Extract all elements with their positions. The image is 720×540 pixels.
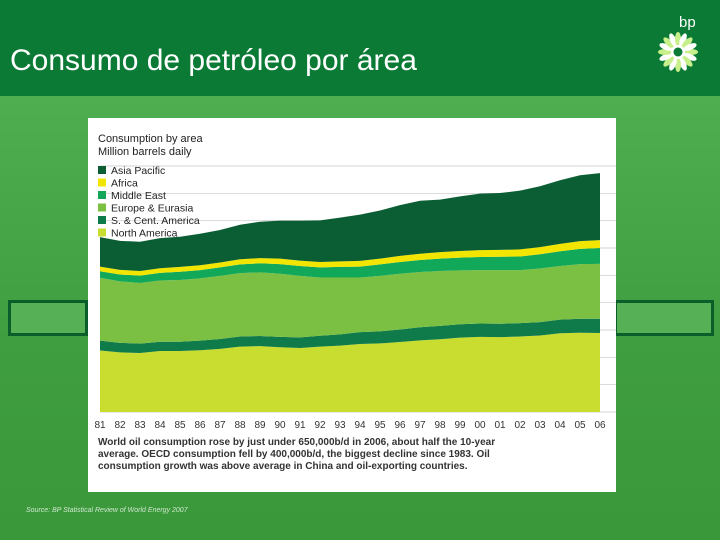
- legend-swatch: [98, 228, 106, 237]
- x-tick-label: 82: [114, 420, 126, 431]
- legend-label: Middle East: [111, 190, 166, 202]
- x-tick-label: 99: [454, 420, 466, 431]
- legend-swatch: [98, 191, 106, 199]
- area-north-america: [100, 332, 600, 412]
- logo-petal: [663, 55, 675, 67]
- x-tick-label: 01: [494, 420, 506, 431]
- x-tick-label: 86: [194, 420, 206, 431]
- x-tick-label: 98: [434, 420, 446, 431]
- area-europe-eurasia: [100, 263, 600, 344]
- x-tick-label: 87: [214, 420, 226, 431]
- x-tick-label: 83: [134, 420, 146, 431]
- x-tick-label: 95: [374, 420, 386, 431]
- legend-swatch: [98, 166, 106, 174]
- logo-petal: [681, 55, 693, 67]
- x-tick-label: 06: [594, 420, 606, 431]
- slide-title: Consumo de petróleo por área: [10, 44, 417, 77]
- chart-card: Consumption by area Million barrels dail…: [88, 118, 640, 492]
- logo-petal: [659, 43, 673, 51]
- logo-petal: [683, 43, 697, 51]
- logo-petal: [681, 37, 693, 49]
- logo-petal: [663, 37, 675, 49]
- caption-line: consumption growth was above average in …: [98, 461, 468, 472]
- x-tick-label: 94: [354, 420, 366, 431]
- legend-label: Europe & Eurasia: [111, 203, 193, 215]
- x-axis: 81 82 83 84 85 86 87 88 89 90 91 92 93 94 95 96 97 98 99 00…: [94, 420, 606, 431]
- x-tick-label: 00: [474, 420, 486, 431]
- x-tick-label: 92: [314, 420, 326, 431]
- legend-swatch: [98, 178, 106, 187]
- area-africa: [100, 240, 600, 276]
- legend-label: North America: [111, 228, 178, 240]
- x-tick-label: 89: [254, 420, 266, 431]
- x-tick-label: 97: [414, 420, 426, 431]
- logo-petal: [679, 33, 687, 47]
- x-tick-label: 02: [514, 420, 526, 431]
- x-tick-label: 91: [294, 420, 306, 431]
- x-tick-label: 05: [574, 420, 586, 431]
- x-tick-label: 03: [534, 420, 546, 431]
- x-tick-label: 04: [554, 420, 566, 431]
- legend-label: Africa: [111, 178, 138, 190]
- oil-consumption-chart: Consumption by area Million barrels dail…: [94, 133, 639, 472]
- area-asia-pacific: [100, 173, 600, 271]
- logo-text: bp: [679, 14, 696, 31]
- bp-helios-logo-icon: [658, 32, 698, 72]
- source-note: Source: BP Statistical Review of World E…: [26, 507, 188, 514]
- logo-petal: [659, 53, 673, 61]
- x-tick-label: 96: [394, 420, 406, 431]
- x-tick-label: 85: [174, 420, 186, 431]
- x-tick-label: 84: [154, 420, 166, 431]
- logo-center-inner: [673, 47, 683, 57]
- x-tick-label: 81: [94, 420, 106, 431]
- chart-title: Consumption by area: [98, 133, 203, 145]
- logo-petal: [679, 57, 687, 71]
- slide-header: Consumo de petróleo por área bp: [0, 0, 720, 96]
- caption-line: World oil consumption rose by just under…: [98, 437, 495, 448]
- logo-petal: [669, 57, 677, 71]
- chart-caption: World oil consumption rose by just under…: [98, 437, 495, 472]
- legend-swatch: [98, 216, 106, 224]
- area-middle-east: [100, 248, 600, 283]
- x-tick-label: 90: [274, 420, 286, 431]
- caption-line: average. OECD consumption fell by 400,00…: [98, 449, 490, 460]
- area-s-cent-america: [100, 318, 600, 353]
- logo-petal: [683, 53, 697, 61]
- area-series: [100, 173, 600, 412]
- logo-petal: [669, 33, 677, 47]
- legend-label: Asia Pacific: [111, 165, 165, 177]
- chart-subtitle: Million barrels daily: [98, 146, 192, 158]
- decorative-box-left: [8, 300, 88, 336]
- legend-label: S. & Cent. America: [111, 215, 200, 227]
- x-tick-label: 93: [334, 420, 346, 431]
- decorative-box-right: [614, 300, 714, 336]
- x-tick-label: 88: [234, 420, 246, 431]
- legend-swatch: [98, 203, 106, 212]
